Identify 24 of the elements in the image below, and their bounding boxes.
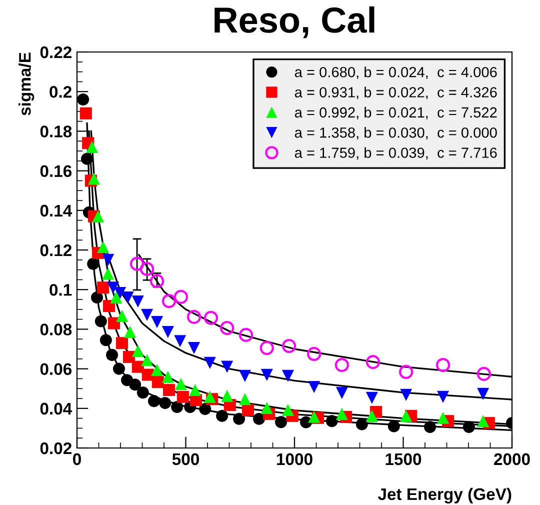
legend-label: a = 1.358, b = 0.030, c = 0.000 xyxy=(294,127,497,140)
y-tick-label: 0.06 xyxy=(40,363,72,376)
y-tick-label: 0.1 xyxy=(50,284,72,296)
x-tick-label: 2000 xyxy=(494,453,530,466)
x-axis-title: Jet Energy (GeV) xyxy=(378,488,512,504)
x-tick-label: 0 xyxy=(73,453,81,466)
y-tick-label: 0.18 xyxy=(40,126,72,138)
y-tick-label: 0.08 xyxy=(40,324,72,336)
chart-title: Reso, Cal xyxy=(214,6,374,38)
y-axis-title: sigma/E xyxy=(18,52,34,116)
legend-label: a = 1.759, b = 0.039, c = 7.716 xyxy=(294,147,497,160)
y-tick-label: 0.22 xyxy=(40,46,72,58)
legend-label: a = 0.680, b = 0.024, c = 4.006 xyxy=(294,66,497,80)
legend-label: a = 0.931, b = 0.022, c = 4.326 xyxy=(294,86,497,100)
legend-label: a = 0.992, b = 0.021, c = 7.522 xyxy=(294,106,497,120)
y-tick-label: 0.12 xyxy=(40,244,72,256)
x-tick-label: 500 xyxy=(172,453,199,466)
y-tick-label: 0.04 xyxy=(40,402,72,415)
x-tick-label: 1500 xyxy=(386,453,422,466)
y-tick-label: 0.14 xyxy=(40,204,72,217)
y-tick-label: 0.2 xyxy=(50,86,72,98)
y-tick-label: 0.16 xyxy=(40,165,72,178)
y-tick-label: 0.02 xyxy=(40,442,72,454)
x-tick-label: 1000 xyxy=(277,453,312,466)
